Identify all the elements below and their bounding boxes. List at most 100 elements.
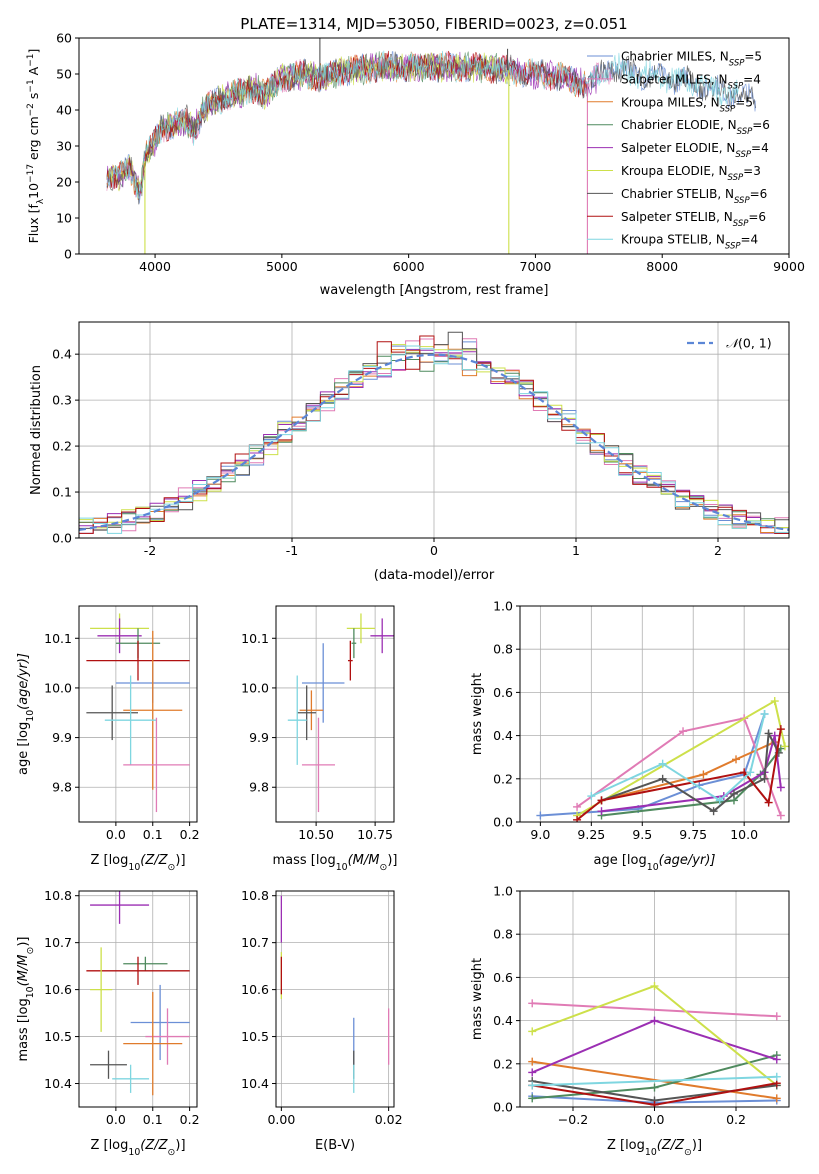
y-tick-label: 0.3 [52, 393, 72, 408]
legend-entry: Kroupa STELIB, NSSP=4 [621, 233, 758, 252]
weight-line [576, 717, 782, 816]
legend-entry: Chabrier ELODIE, NSSP=6 [621, 118, 770, 137]
y-tick-label: 10.4 [241, 1076, 269, 1091]
x-tick-label: 0.2 [180, 1112, 200, 1127]
x-tick-label: 0.0 [106, 827, 126, 842]
y-tick-label: 10.1 [44, 631, 72, 646]
y-axis-label: Flux [fλ10−17 erg cm−2 s−1 A−1] [26, 49, 46, 244]
y-tick-label: 0.4 [493, 1013, 513, 1028]
y-tick-label: 0.2 [52, 439, 72, 454]
x-tick-label: -2 [144, 543, 156, 558]
x-tick-label: 9.5 [632, 827, 652, 842]
errorbar-point [347, 640, 353, 681]
y-tick-label: 10.6 [241, 982, 269, 997]
errorbar-point [301, 717, 335, 813]
spectrum-line [106, 51, 757, 205]
y-tick-label: 20 [56, 175, 72, 190]
histogram-step [79, 335, 789, 534]
legend-entry: 𝒩(0, 1) [726, 336, 772, 351]
errorbar-points [86, 613, 190, 813]
mass-extinction-panel: 0.00 0.02 10.4 10.5 10.6 10.7 10.8 E(B-V) [241, 888, 402, 1153]
spectrum-line [106, 50, 587, 195]
errorbar-point [351, 628, 357, 659]
y-tick-label: 0.8 [493, 642, 513, 657]
legend-entry: Kroupa ELODIE, NSSP=3 [621, 164, 761, 183]
x-tick-label: 9.25 [577, 827, 605, 842]
y-tick-label: 0.0 [52, 531, 72, 546]
errorbar-point [346, 613, 376, 644]
y-tick-label: 0.8 [493, 927, 513, 942]
y-tick-label: 10.6 [44, 982, 72, 997]
y-tick-label: 0.0 [493, 815, 513, 830]
weight-line [532, 1075, 777, 1087]
x-tick-label: 0.02 [375, 1112, 403, 1127]
x-tick-label: 9000 [773, 259, 805, 274]
axes-frame [78, 890, 198, 1108]
y-tick-label: 10 [56, 211, 72, 226]
legend-entry: Salpeter STELIB, NSSP=6 [621, 210, 766, 229]
errorbar-point [370, 618, 394, 654]
y-tick-label: 10.4 [44, 1076, 72, 1091]
y-tick-label: 0.6 [493, 685, 513, 700]
weight-line [532, 1002, 777, 1018]
x-tick-label: 0.0 [106, 1112, 126, 1127]
mass-metallicity-panel: 0.0 0.1 0.2 10.4 10.5 10.6 10.7 10.8 Z [log10(Z/… [16, 888, 200, 1158]
x-tick-label: 10.50 [298, 827, 334, 842]
errorbar-point [86, 685, 138, 741]
axes-frame [275, 890, 395, 1108]
y-tick-label: 0 [64, 247, 72, 262]
errorbar-point [297, 685, 317, 741]
errorbar-point [90, 891, 150, 924]
y-axis-label: age [log10(age/yr)] [16, 653, 36, 775]
errorbar-point [90, 1050, 127, 1079]
weight-metallicity-panel: −0.2 0.0 0.2 0.0 0.2 0.4 0.6 0.8 1.0 Z [log10(Z/Z… [470, 884, 790, 1158]
y-axis-label: mass weight [470, 958, 485, 1040]
y-tick-label: 10.8 [44, 888, 72, 903]
errorbar-point [97, 618, 142, 654]
y-tick-label: 10.0 [241, 680, 269, 695]
x-tick-label: 9.0 [530, 827, 550, 842]
y-tick-label: 10.1 [241, 631, 269, 646]
x-tick-label: 0.2 [726, 1112, 746, 1127]
y-tick-label: 0.0 [493, 1100, 513, 1115]
errorbar-point [86, 956, 190, 985]
spectrum-panel: 4000 5000 6000 7000 8000 9000 0 10 20 30 40 50 60 wav… [26, 31, 805, 299]
weight-series [528, 982, 781, 1107]
x-axis-label: Z [log10(Z/Z⊙)] [607, 1138, 702, 1158]
y-axis-label: mass [log10(M/M⊙)] [16, 937, 36, 1062]
x-axis-label: Z [log10(Z/Z⊙)] [90, 853, 185, 873]
x-axis-label: wavelength [Angstrom, rest frame] [320, 283, 549, 298]
y-tick-label: 10.0 [44, 680, 72, 695]
y-tick-label: 10.7 [241, 935, 269, 950]
x-tick-label: 6000 [393, 259, 425, 274]
y-tick-label: 10.8 [241, 888, 269, 903]
x-tick-label: 8000 [646, 259, 678, 274]
x-tick-label: 0.00 [267, 1112, 295, 1127]
y-tick-label: 9.9 [52, 730, 72, 745]
legend-entry: Salpeter MILES, NSSP=4 [621, 72, 761, 91]
x-tick-label: 0.2 [180, 827, 200, 842]
y-tick-label: 9.8 [52, 780, 72, 795]
y-tick-label: 0.4 [52, 347, 72, 362]
x-tick-label: 9.75 [679, 827, 707, 842]
x-tick-label: 10.0 [730, 827, 758, 842]
age-mass-panel: 10.50 10.75 9.8 9.9 10.0 10.1 mass [log10(M/M⊙… [241, 605, 397, 873]
y-tick-label: 10.5 [44, 1029, 72, 1044]
y-tick-label: 0.4 [493, 728, 513, 743]
spectrum-line [106, 50, 739, 199]
y-tick-label: 30 [56, 139, 72, 154]
axes-frame [78, 605, 198, 823]
errorbar-points [287, 613, 394, 813]
errorbar-points [86, 891, 190, 1096]
y-tick-label: 9.8 [249, 780, 269, 795]
legend-entry: Kroupa MILES, NSSP=5 [621, 95, 753, 114]
x-tick-label: -1 [286, 543, 298, 558]
y-tick-label: 1.0 [493, 599, 513, 614]
y-axis-label: Normed distribution [29, 365, 44, 495]
errorbar-point [90, 947, 113, 1032]
legend-entry: Chabrier STELIB, NSSP=6 [621, 187, 767, 206]
y-tick-label: 0.1 [52, 485, 72, 500]
x-axis-label: Z [log10(Z/Z⊙)] [90, 1138, 185, 1158]
x-tick-label: 0.1 [143, 827, 163, 842]
